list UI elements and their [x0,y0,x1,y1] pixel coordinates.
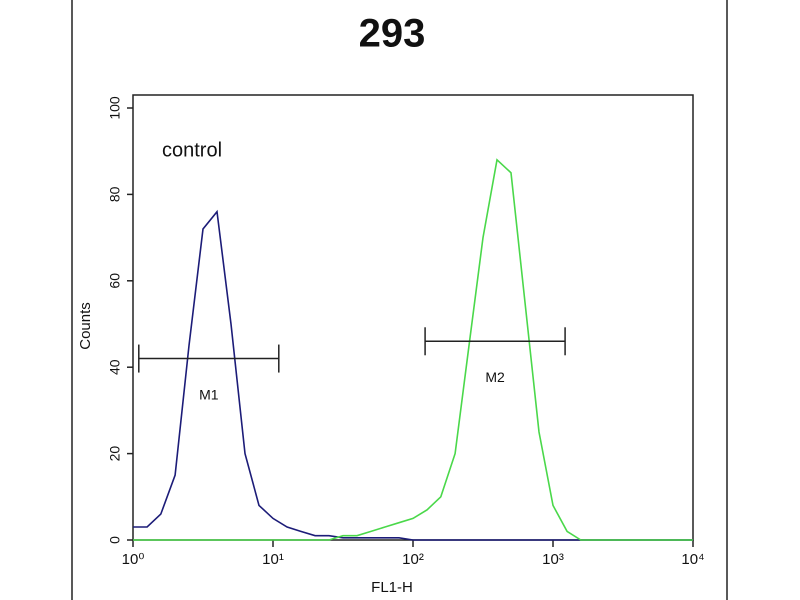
frame [71,0,728,600]
y-tick-label: 100 [107,96,123,120]
x-tick-label: 10¹ [262,551,284,568]
histogram-line [133,158,693,541]
x-tick-label: 10⁰ [122,551,145,568]
x-tick-label: 10⁴ [681,551,704,568]
y-tick-label: 20 [107,446,123,462]
x-tick-label: 10² [402,551,424,568]
y-tick-label: 40 [107,359,123,375]
gate-label: M2 [485,369,505,385]
y-tick-label: 80 [107,186,123,202]
chart-title: 293 [359,12,426,56]
y-tick-label: 0 [107,536,123,544]
x-axis-label: FL1-H [371,579,413,596]
y-axis-label: Counts [77,302,94,350]
plot-frame [132,94,694,541]
x-tick-label: 10³ [542,551,564,568]
y-tick-label: 60 [107,273,123,289]
gate-label: M1 [199,386,219,402]
histogram-line [133,209,693,541]
annotation: control [162,139,222,161]
